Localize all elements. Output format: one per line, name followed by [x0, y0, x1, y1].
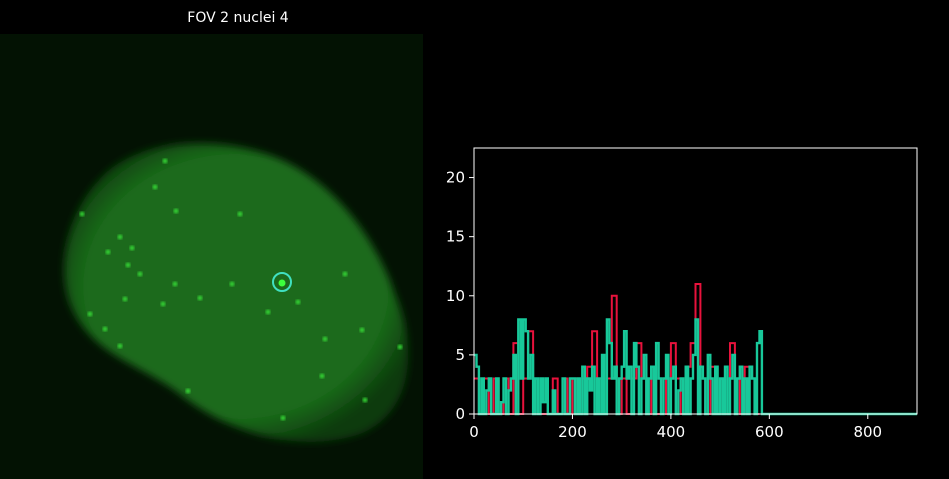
spot — [79, 211, 85, 217]
x-axis: 0 200 400 600 800 — [469, 414, 882, 441]
nucleus — [64, 143, 409, 442]
spot — [160, 301, 166, 307]
y-tick-label: 20 — [446, 169, 465, 187]
spot — [152, 184, 158, 190]
spot — [362, 397, 368, 403]
intensity-plot: 0 200 400 600 800 0 5 10 15 20 — [446, 147, 918, 441]
y-tick-label: 10 — [446, 287, 465, 305]
spots-layer — [79, 158, 403, 421]
spot — [117, 343, 123, 349]
spot — [122, 296, 128, 302]
series-layer — [474, 283, 917, 416]
spot — [280, 415, 286, 421]
spot — [265, 309, 271, 315]
x-tick-label: 200 — [558, 423, 587, 441]
spot — [397, 344, 403, 350]
spot — [237, 211, 243, 217]
plot-frame — [473, 147, 918, 415]
selected-spot — [278, 279, 286, 287]
spot — [322, 336, 328, 342]
x-tick-label: 0 — [469, 423, 479, 441]
spot — [172, 281, 178, 287]
spot — [185, 388, 191, 394]
y-tick-label: 15 — [446, 228, 465, 246]
spot — [105, 249, 111, 255]
microscopy-image — [0, 34, 423, 479]
y-tick-label: 5 — [455, 346, 465, 364]
spot — [137, 271, 143, 277]
spot — [102, 326, 108, 332]
y-axis: 0 5 10 15 20 — [446, 169, 474, 423]
spot — [229, 281, 235, 287]
spot — [319, 373, 325, 379]
x-tick-label: 800 — [853, 423, 882, 441]
spot — [295, 299, 301, 305]
spot — [125, 262, 131, 268]
y-tick-label: 0 — [455, 405, 465, 423]
spot — [342, 271, 348, 277]
spot — [359, 327, 365, 333]
series-line-2 — [474, 318, 917, 416]
spot — [162, 158, 168, 164]
spot — [129, 245, 135, 251]
x-tick-label: 400 — [657, 423, 686, 441]
x-tick-label: 600 — [755, 423, 784, 441]
image-title: FOV 2 nuclei 4 — [187, 10, 289, 26]
spot — [173, 208, 179, 214]
selected-spot-marker — [272, 272, 292, 292]
spot — [117, 234, 123, 240]
spot — [197, 295, 203, 301]
spot — [87, 311, 93, 317]
